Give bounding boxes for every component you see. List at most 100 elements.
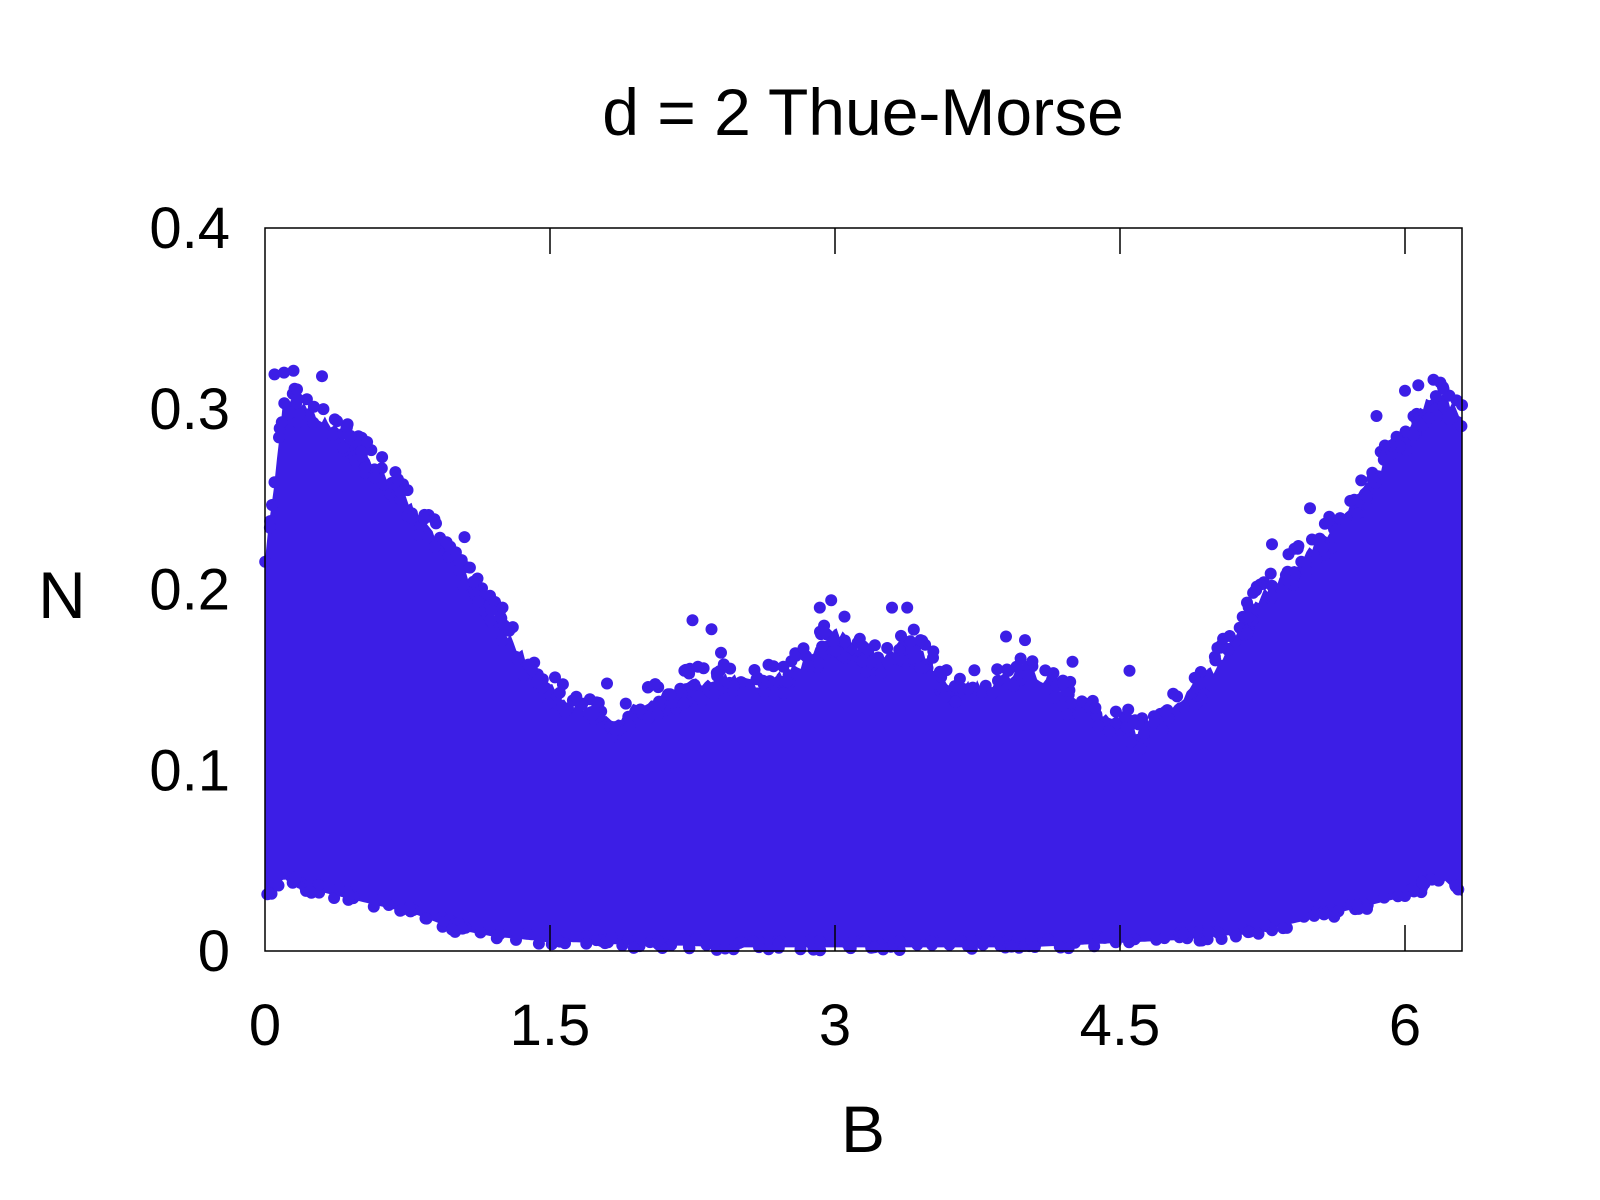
data-point	[1393, 440, 1406, 453]
data-point	[1378, 891, 1391, 904]
data-point	[868, 941, 881, 954]
data-point	[1088, 940, 1101, 953]
data-point	[875, 667, 888, 680]
data-point	[748, 664, 761, 676]
data-point	[677, 697, 690, 710]
data-point	[430, 517, 442, 530]
data-point	[717, 658, 730, 671]
y-tick-label: 0.2	[149, 558, 230, 623]
data-point	[420, 912, 433, 925]
data-point	[456, 922, 469, 935]
data-point	[272, 879, 285, 892]
data-point	[1249, 584, 1262, 597]
data-point-outlier	[1000, 630, 1012, 643]
data-point	[361, 436, 374, 448]
data-point	[1323, 510, 1336, 523]
data-point	[953, 672, 966, 685]
data-point	[273, 431, 285, 444]
data-point	[1007, 679, 1020, 692]
data-point	[275, 416, 288, 429]
data-point	[359, 461, 372, 474]
data-point	[807, 943, 820, 956]
data-point	[927, 651, 939, 664]
data-point	[1378, 439, 1391, 452]
data-point	[777, 687, 790, 699]
data-point	[1014, 652, 1027, 665]
data-point	[753, 941, 765, 954]
data-point	[1167, 687, 1180, 700]
data-point	[343, 890, 356, 902]
data-point	[911, 938, 924, 951]
data-point	[881, 656, 894, 669]
data-point	[304, 885, 317, 898]
data-point	[856, 655, 869, 668]
data-point	[291, 393, 304, 406]
data-point	[1282, 548, 1295, 561]
data-point	[494, 610, 507, 623]
data-points	[259, 364, 1468, 957]
data-point	[542, 697, 555, 710]
data-point	[1075, 695, 1088, 708]
data-point	[1390, 430, 1403, 443]
data-point	[506, 621, 519, 634]
data-point	[1252, 927, 1265, 940]
data-point-outlier	[715, 646, 727, 659]
data-point	[642, 681, 655, 693]
data-point	[300, 393, 313, 406]
data-point	[1089, 701, 1102, 714]
data-point	[1177, 701, 1190, 714]
data-point	[819, 626, 831, 639]
data-point	[1137, 727, 1150, 740]
data-point	[496, 634, 509, 647]
data-point	[463, 561, 476, 574]
data-point	[1134, 742, 1147, 755]
data-point	[1156, 723, 1169, 736]
data-point	[991, 663, 1004, 676]
data-point	[1021, 669, 1034, 682]
data-point	[1316, 541, 1329, 554]
data-point	[1298, 910, 1310, 923]
data-point-outlier	[886, 601, 898, 614]
data-point	[1306, 533, 1318, 546]
data-point	[1242, 926, 1255, 939]
data-point	[511, 653, 524, 666]
data-point-outlier	[401, 484, 414, 497]
data-point	[907, 623, 920, 636]
data-point	[1193, 677, 1206, 690]
data-point	[1124, 736, 1137, 749]
data-point-outlier	[705, 623, 718, 636]
data-point	[926, 938, 938, 951]
data-point	[1103, 725, 1116, 738]
y-tick-label: 0	[198, 919, 230, 984]
data-point	[664, 688, 677, 701]
data-point	[679, 663, 692, 676]
data-point	[688, 678, 701, 691]
x-tick-label: 4.5	[1080, 993, 1161, 1058]
data-point	[333, 882, 345, 895]
data-point	[813, 657, 826, 670]
data-point	[467, 575, 480, 588]
data-point	[368, 893, 381, 906]
data-point	[457, 579, 470, 592]
data-point	[485, 604, 498, 617]
data-point-outlier	[1412, 379, 1425, 392]
data-point	[307, 400, 320, 413]
data-point	[522, 658, 535, 671]
data-point	[1258, 918, 1271, 931]
data-point	[623, 720, 636, 733]
data-point	[1217, 632, 1230, 645]
data-point	[651, 708, 664, 721]
data-point	[1352, 902, 1365, 915]
data-point	[936, 681, 949, 694]
data-point	[804, 934, 816, 947]
data-point	[532, 937, 545, 950]
data-point	[484, 614, 497, 627]
data-point	[914, 661, 927, 674]
data-point	[1300, 565, 1313, 577]
data-point	[781, 675, 793, 688]
y-axis-label: N	[38, 558, 86, 632]
data-point	[653, 695, 665, 708]
x-tick-label: 6	[1389, 993, 1421, 1058]
data-point	[980, 934, 993, 947]
data-point	[1158, 932, 1171, 945]
